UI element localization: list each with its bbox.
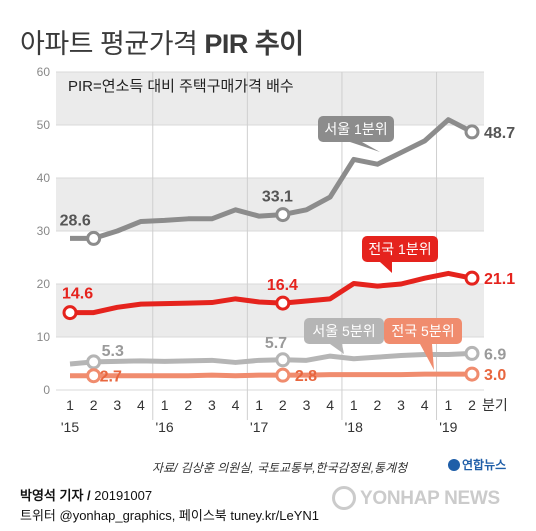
y-tick-label: 20 bbox=[37, 277, 51, 291]
series-callout-box-3 bbox=[384, 318, 462, 344]
x-tick-label: 1 bbox=[350, 397, 358, 413]
yonhap-logo-text: 연합뉴스 bbox=[462, 458, 507, 472]
x-year-label: '16 bbox=[155, 419, 173, 435]
source-note: 자료/ 김상훈 의원실, 국토교통부,한국감정원,통계청 bbox=[152, 461, 408, 475]
watermark-text: YONHAP NEWS bbox=[360, 488, 500, 509]
x-tick-label: 3 bbox=[208, 397, 216, 413]
series-callout-pointer-1 bbox=[380, 262, 392, 273]
watermark: YONHAP NEWS bbox=[332, 486, 500, 510]
data-point-marker bbox=[275, 367, 291, 383]
data-label: 28.6 bbox=[60, 212, 91, 229]
data-label: 48.7 bbox=[484, 125, 515, 142]
y-tick-label: 30 bbox=[37, 224, 51, 238]
y-axis: 0 10 20 30 40 50 60 bbox=[37, 65, 51, 397]
data-point-marker bbox=[464, 270, 480, 286]
reporter-name: 박영석 기자 / bbox=[20, 488, 95, 503]
series-line-2 bbox=[69, 350, 473, 367]
x-tick-label: 4 bbox=[232, 397, 240, 413]
x-tick-label: 1 bbox=[66, 397, 74, 413]
data-label: 2.8 bbox=[295, 368, 317, 385]
data-label: 33.1 bbox=[262, 189, 293, 206]
x-tick-label: 2 bbox=[374, 397, 382, 413]
x-tick-label: 2 bbox=[279, 397, 287, 413]
data-label: 16.4 bbox=[267, 277, 298, 294]
data-label: 5.3 bbox=[102, 343, 124, 360]
x-axis-unit: 분기 bbox=[482, 397, 508, 413]
series-callout-label-3: 전국 5분위 bbox=[391, 323, 454, 339]
series-callout-pointer-0 bbox=[350, 142, 380, 152]
series-markers bbox=[62, 124, 480, 384]
series-callout-box-0 bbox=[318, 116, 394, 142]
series-line-3 bbox=[70, 371, 472, 379]
x-tick-label: 4 bbox=[421, 397, 429, 413]
data-point-marker bbox=[464, 366, 480, 382]
footer-reporter: 박영석 기자 / 20191007 bbox=[20, 485, 152, 504]
data-label: 2.7 bbox=[100, 369, 122, 386]
series-callout-box-1 bbox=[362, 236, 438, 262]
data-label: 6.9 bbox=[484, 346, 506, 363]
x-tick-label: 2 bbox=[468, 397, 476, 413]
x-tick-label: 3 bbox=[397, 397, 405, 413]
data-point-marker bbox=[62, 305, 78, 321]
chart-title-bold: PIR 추이 bbox=[204, 29, 304, 59]
data-labels: 28.6 33.1 48.7 14.6 16.4 21.1 5.3 5.7 6.9 2.7 2.8 3… bbox=[60, 125, 516, 386]
data-label: 5.7 bbox=[265, 335, 287, 352]
legend-note: PIR=연소득 대비 주택구매가격 배수 bbox=[68, 78, 294, 95]
data-point-marker bbox=[464, 124, 480, 140]
x-tick-label: 3 bbox=[303, 397, 311, 413]
data-point-marker bbox=[86, 368, 102, 384]
chart-title: 아파트 평균가격 PIR 추이 bbox=[20, 22, 304, 61]
x-year-label: '17 bbox=[250, 419, 268, 435]
x-axis: 1 2 3 4 1 2 3 4 1 2 3 4 1 2 3 4 1 2 분기'15'16'17'18'19 bbox=[61, 397, 508, 435]
series-callout-label-2: 서울 5분위 bbox=[312, 323, 375, 339]
series-callout-label-0: 서울 1분위 bbox=[324, 121, 387, 137]
series-line-0 bbox=[70, 117, 474, 241]
data-label: 3.0 bbox=[484, 367, 506, 384]
series-line-1 bbox=[70, 270, 473, 316]
background-bands bbox=[56, 72, 484, 337]
y-tick-label: 40 bbox=[37, 171, 51, 185]
publish-date: 20191007 bbox=[94, 488, 153, 503]
series-lines bbox=[69, 117, 474, 379]
x-year-label: '15 bbox=[61, 419, 79, 435]
data-point-marker bbox=[86, 230, 102, 246]
x-tick-label: 1 bbox=[444, 397, 452, 413]
data-point-marker bbox=[275, 295, 291, 311]
series-callout-box-2 bbox=[304, 318, 384, 344]
data-point-marker bbox=[275, 207, 291, 223]
data-point-marker bbox=[86, 354, 102, 370]
x-tick-label: 2 bbox=[90, 397, 98, 413]
y-tick-label: 10 bbox=[37, 330, 51, 344]
x-tick-label: 3 bbox=[113, 397, 121, 413]
x-tick-label: 1 bbox=[255, 397, 263, 413]
y-tick-label: 60 bbox=[37, 65, 51, 79]
series-callout-label-1: 전국 1분위 bbox=[368, 241, 431, 257]
data-label: 14.6 bbox=[62, 286, 93, 303]
data-point-marker bbox=[275, 352, 291, 368]
chart-title-main: 아파트 평균가격 bbox=[20, 29, 205, 59]
x-year-label: '18 bbox=[345, 419, 363, 435]
x-tick-label: 2 bbox=[184, 397, 192, 413]
y-tick-label: 50 bbox=[37, 118, 51, 132]
watermark-icon bbox=[332, 486, 356, 510]
yonhap-logo-icon bbox=[448, 459, 460, 471]
data-point-marker bbox=[464, 345, 480, 361]
series-callout-pointer-3 bbox=[420, 344, 434, 370]
x-tick-label: 1 bbox=[161, 397, 169, 413]
y-tick-label: 0 bbox=[43, 383, 50, 397]
x-tick-label: 4 bbox=[326, 397, 334, 413]
x-year-label: '19 bbox=[439, 419, 457, 435]
band-2 bbox=[56, 72, 484, 125]
series-callout-pointer-2 bbox=[330, 344, 344, 354]
footer-social: 트위터 @yonhap_graphics, 페이스북 tuney.kr/LeYN… bbox=[20, 508, 320, 523]
x-tick-label: 4 bbox=[137, 397, 145, 413]
band-1 bbox=[56, 178, 484, 231]
yonhap-logo: 연합뉴스 bbox=[448, 456, 506, 473]
data-label: 21.1 bbox=[484, 271, 515, 288]
